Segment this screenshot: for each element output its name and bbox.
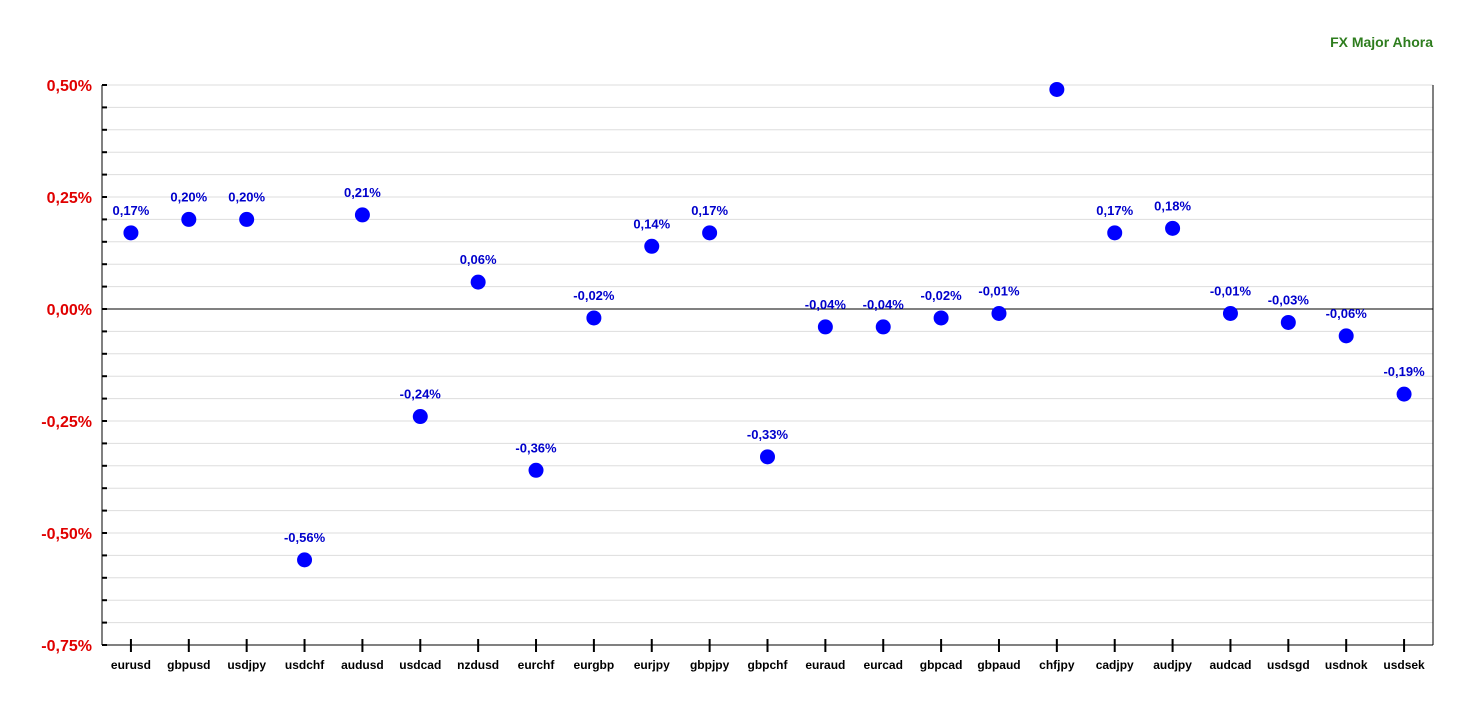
data-label-gbpusd: 0,20% [170, 189, 207, 204]
y-tick-label: 0,00% [47, 302, 92, 319]
data-label-euraud: -0,04% [805, 297, 847, 312]
x-tick-label: gbpusd [167, 658, 210, 672]
data-point-audusd [354, 207, 370, 223]
x-axis-ticks: eurusd gbpusd usdjpy usdchf audusd usdcad nzdu… [111, 639, 1425, 672]
x-tick-label: usdsgd [1267, 658, 1310, 672]
data-points [123, 81, 1412, 568]
data-label-eurjpy: 0,14% [633, 216, 670, 231]
y-tick-label: -0,75% [41, 638, 92, 655]
y-tick-label: 0,50% [47, 78, 92, 95]
data-point-eurcad [875, 319, 891, 335]
data-label-gbpjpy: 0,17% [691, 203, 728, 218]
y-axis-ticks: 0,50% 0,25% 0,00% -0,25% -0,50% -0,75% [41, 78, 92, 655]
data-point-eurjpy [644, 238, 660, 254]
data-label-audusd: 0,21% [344, 185, 381, 200]
data-label-eurcad: -0,04% [863, 297, 905, 312]
data-point-usdnok [1338, 328, 1354, 344]
y-tick-label: 0,25% [47, 190, 92, 207]
y-tick-label: -0,25% [41, 414, 92, 431]
data-label-gbpcad: -0,02% [921, 288, 963, 303]
x-tick-label: usdcad [399, 658, 441, 672]
data-point-eurchf [528, 462, 544, 478]
x-tick-label: eurcad [864, 658, 903, 672]
x-tick-label: nzdusd [457, 658, 499, 672]
x-tick-label: eurusd [111, 658, 151, 672]
x-tick-label: usdchf [285, 658, 325, 672]
data-label-usdjpy: 0,20% [228, 189, 265, 204]
data-point-eurgbp [586, 310, 602, 326]
data-point-usdjpy [239, 211, 255, 227]
data-point-gbpaud [991, 305, 1007, 321]
data-point-gbpchf [760, 449, 775, 465]
data-point-eurusd [123, 225, 139, 241]
data-label-gbpaud: -0,01% [978, 283, 1020, 298]
x-tick-label: eurgbp [574, 658, 615, 672]
data-label-cadjpy: 0,17% [1096, 203, 1133, 218]
data-point-audjpy [1165, 220, 1181, 236]
data-point-usdcad [412, 409, 428, 425]
data-point-nzdusd [470, 274, 486, 290]
data-point-cadjpy [1107, 225, 1123, 241]
x-tick-label: cadjpy [1096, 658, 1134, 672]
data-label-usdsgd: -0,03% [1268, 292, 1310, 307]
data-label-nzdusd: 0,06% [460, 252, 497, 267]
x-tick-label: gbpcad [920, 658, 963, 672]
data-point-gbpjpy [702, 225, 718, 241]
data-label-usdcad: -0,24% [400, 387, 442, 402]
x-tick-label: audjpy [1153, 658, 1192, 672]
x-tick-label: gbpaud [977, 658, 1020, 672]
data-label-eurusd: 0,17% [112, 203, 149, 218]
x-tick-label: audcad [1209, 658, 1251, 672]
x-tick-label: gbpchf [748, 658, 789, 672]
x-tick-label: usdjpy [227, 658, 266, 672]
x-tick-label: eurchf [518, 658, 556, 672]
data-point-usdsgd [1280, 314, 1296, 330]
data-label-usdchf: -0,56% [284, 530, 326, 545]
x-tick-label: audusd [341, 658, 384, 672]
data-point-usdsek [1396, 386, 1412, 402]
x-tick-label: chfjpy [1039, 658, 1075, 672]
data-labels: 0,17% 0,20% 0,20% -0,56% 0,21% -0,24% 0,06% -0,… [112, 185, 1425, 545]
x-tick-label: usdsek [1383, 658, 1425, 672]
data-label-usdsek: -0,19% [1383, 364, 1425, 379]
data-point-usdchf [297, 552, 313, 568]
x-tick-label: euraud [805, 658, 845, 672]
data-label-usdnok: -0,06% [1326, 306, 1368, 321]
x-tick-label: gbpjpy [690, 658, 730, 672]
data-point-gbpusd [181, 211, 197, 227]
data-label-audjpy: 0,18% [1154, 198, 1191, 213]
data-label-gbpchf: -0,33% [747, 427, 789, 442]
y-tick-label: -0,50% [41, 526, 92, 543]
data-label-eurgbp: -0,02% [573, 288, 615, 303]
x-tick-label: eurjpy [634, 658, 670, 672]
chart-title: FX Major Ahora [1330, 34, 1433, 50]
data-label-eurchf: -0,36% [515, 440, 557, 455]
data-label-audcad: -0,01% [1210, 283, 1252, 298]
x-tick-label: usdnok [1325, 658, 1368, 672]
data-point-audcad [1222, 305, 1238, 321]
data-point-chfjpy [1049, 81, 1065, 97]
data-point-gbpcad [933, 310, 949, 326]
data-point-euraud [817, 319, 833, 335]
